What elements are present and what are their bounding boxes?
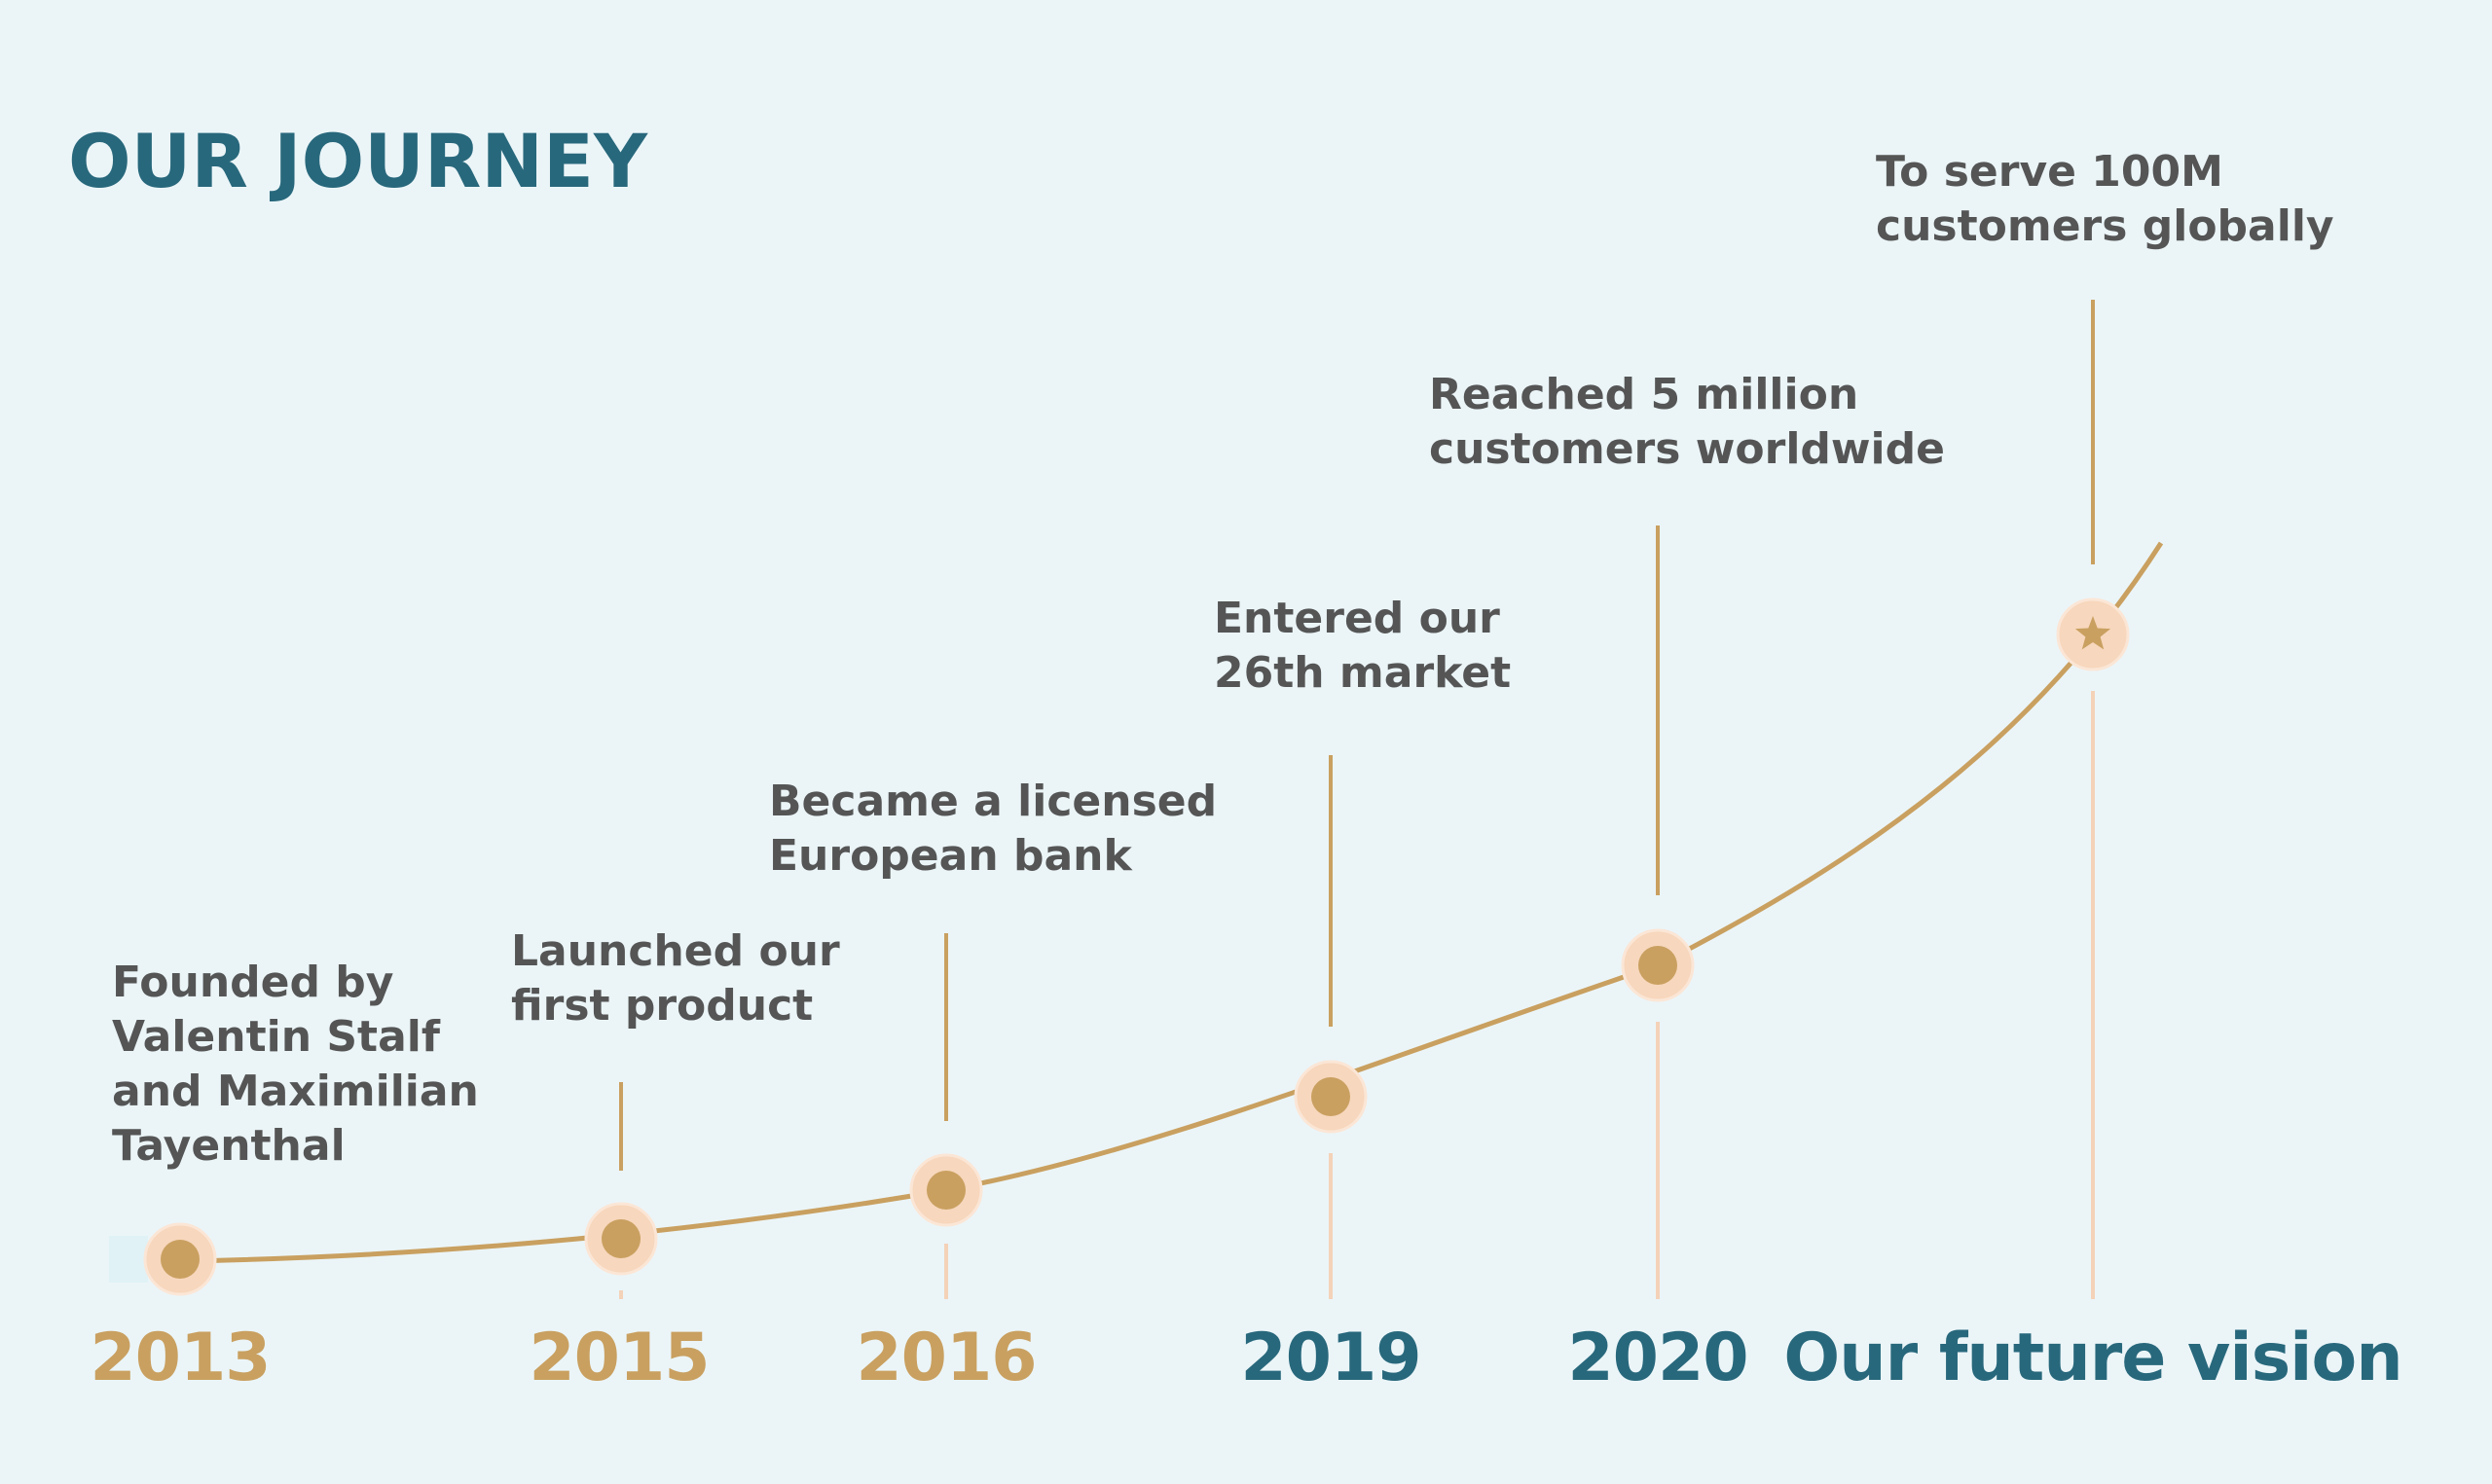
milestone-year: 2015 bbox=[529, 1320, 709, 1396]
milestone-description-line: Founded by bbox=[112, 958, 393, 1007]
milestone-year: Our future vision bbox=[1783, 1320, 2401, 1396]
milestone-description-line: European bank bbox=[769, 831, 1133, 881]
milestone-description: To serve 100M customers globally bbox=[1876, 147, 2334, 251]
milestone-description-line: customers globally bbox=[1876, 201, 2334, 251]
milestone-dot bbox=[927, 1171, 966, 1210]
milestone-description-line: first product bbox=[511, 981, 813, 1031]
milestone-5: Reached 5 million customers worldwide 2020 bbox=[1429, 370, 1945, 1396]
milestone-year: 2016 bbox=[856, 1320, 1036, 1396]
milestone-description: Became a licensed European bank bbox=[769, 777, 1217, 881]
milestone-description-line: Became a licensed bbox=[769, 777, 1217, 826]
growth-curve bbox=[179, 541, 2164, 1264]
milestone-description-line: 26th market bbox=[1214, 648, 1511, 698]
milestone-description-line: Valentin Stalf bbox=[112, 1012, 441, 1062]
milestone-1: Founded by Valentin Stalf and Maximilian Ta… bbox=[90, 958, 479, 1396]
milestone-year: 2020 bbox=[1567, 1320, 1747, 1396]
milestones: Founded by Valentin Stalf and Maximilian Ta… bbox=[90, 147, 2402, 1396]
milestone-description: Founded by Valentin Stalf and Maximilian Ta… bbox=[112, 958, 479, 1171]
milestone-year: 2019 bbox=[1240, 1320, 1420, 1396]
milestone-description-line: customers worldwide bbox=[1429, 424, 1945, 474]
star-icon bbox=[2074, 616, 2111, 650]
milestone-description-line: Launched our bbox=[511, 926, 840, 976]
milestone-dot bbox=[1311, 1077, 1350, 1116]
milestone-description: Entered our 26th market bbox=[1214, 594, 1511, 698]
milestone-description: Reached 5 million customers worldwide bbox=[1429, 370, 1945, 474]
milestone-dot bbox=[161, 1240, 200, 1279]
milestone-dot bbox=[1638, 946, 1677, 985]
milestone-3: Became a licensed European bank 2016 bbox=[769, 777, 1217, 1396]
start-accent bbox=[109, 1236, 148, 1283]
milestone-description-line: Reached 5 million bbox=[1429, 370, 1858, 419]
milestone-4: Entered our 26th market 2019 bbox=[1214, 594, 1511, 1396]
page-title: OUR JOURNEY bbox=[68, 118, 648, 204]
milestone-dot bbox=[602, 1219, 641, 1258]
milestone-6: To serve 100M customers globally Our futur… bbox=[1783, 147, 2402, 1396]
milestone-description-line: Tayenthal bbox=[112, 1121, 346, 1171]
milestone-2: Launched our first product 2015 bbox=[511, 926, 840, 1396]
milestone-description-line: and Maximilian bbox=[112, 1067, 479, 1116]
milestone-year: 2013 bbox=[90, 1320, 270, 1396]
milestone-description-line: To serve 100M bbox=[1876, 147, 2223, 197]
milestone-description-line: Entered our bbox=[1214, 594, 1500, 643]
milestone-description: Launched our first product bbox=[511, 926, 840, 1031]
